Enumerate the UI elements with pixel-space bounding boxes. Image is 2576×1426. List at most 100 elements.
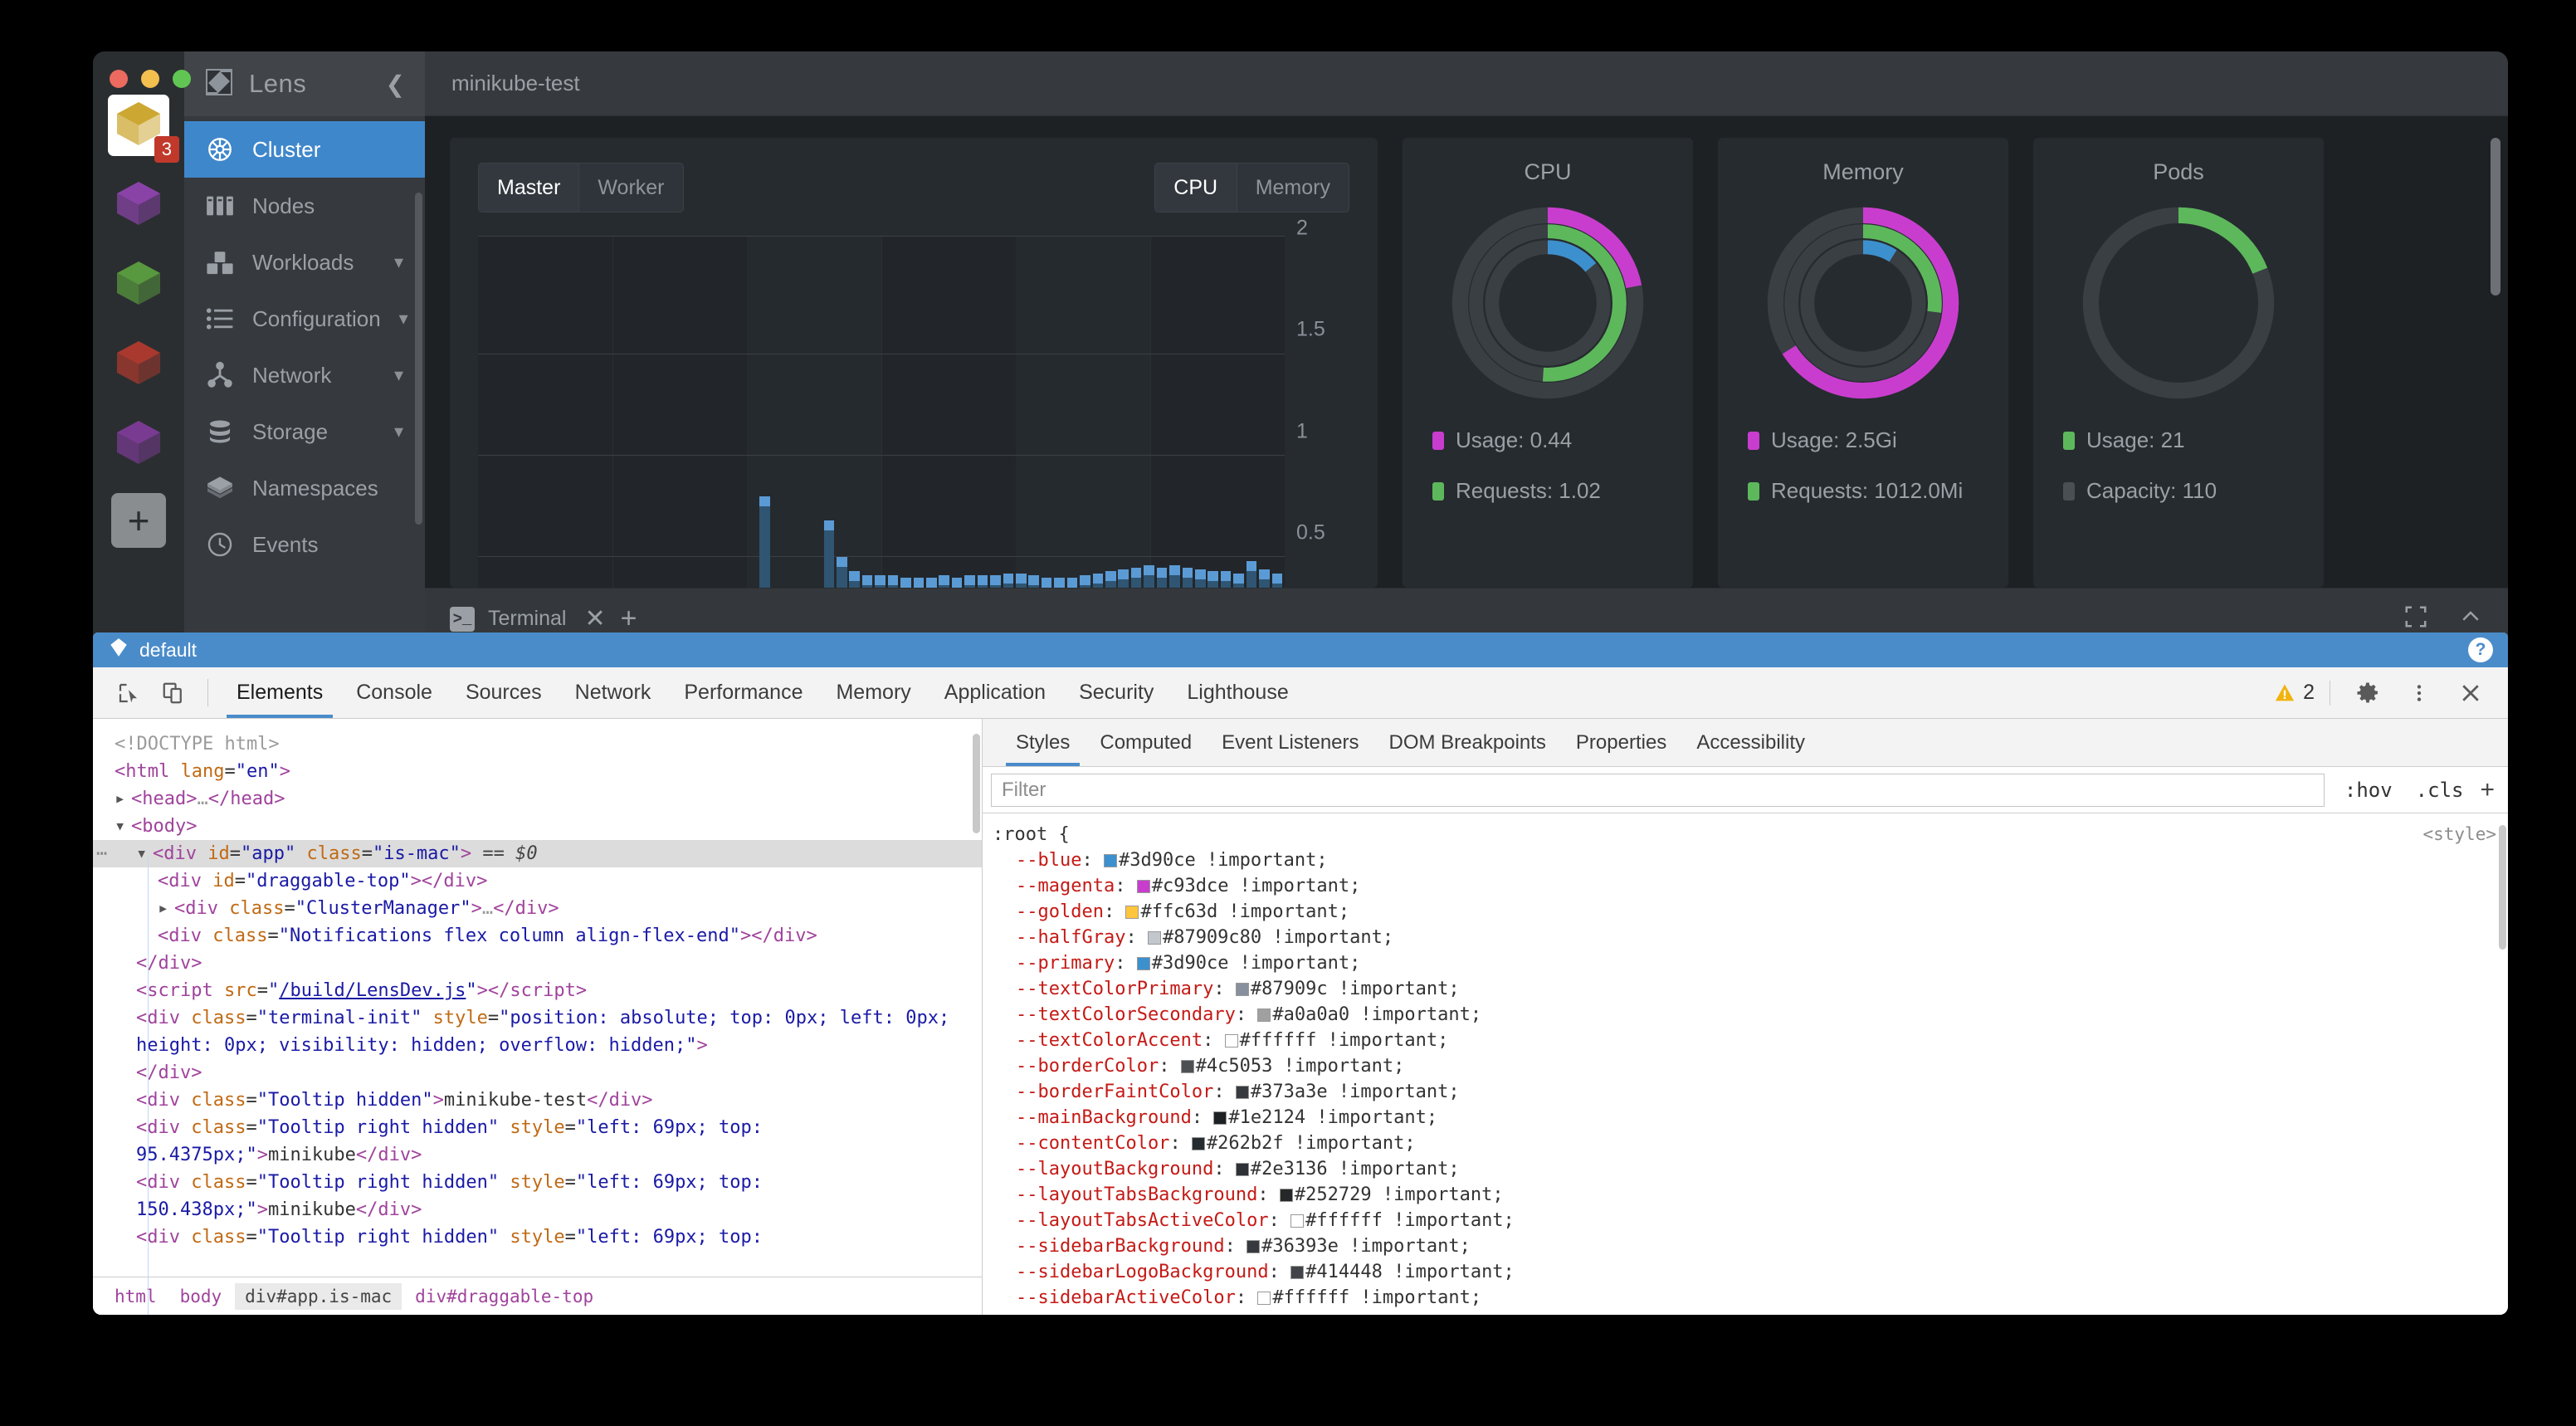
dom-tree-node[interactable]: <html lang="en"> xyxy=(115,761,290,782)
node-role-master-button[interactable]: Master xyxy=(478,163,580,212)
color-swatch[interactable] xyxy=(1224,1034,1238,1048)
css-declaration[interactable]: --sidebarLogoBackground: #414448 !import… xyxy=(1016,1262,1515,1282)
css-declaration[interactable]: --layoutBackground: #2e3136 !important; xyxy=(1016,1159,1460,1179)
sidebar-item-workloads[interactable]: Workloads ▾ xyxy=(184,234,425,291)
devtools-tab-sources[interactable]: Sources xyxy=(465,681,542,704)
maximize-window-button[interactable] xyxy=(173,70,191,88)
css-declaration[interactable]: --layoutTabsBackground: #252729 !importa… xyxy=(1016,1184,1504,1205)
fullscreen-icon[interactable] xyxy=(2403,604,2428,633)
color-swatch[interactable] xyxy=(1247,1240,1261,1253)
window-traffic-lights[interactable] xyxy=(110,70,191,88)
metric-cpu-button[interactable]: CPU xyxy=(1154,163,1237,212)
dom-tree-node[interactable]: <div class="Tooltip right hidden" style=… xyxy=(136,1117,774,1165)
styles-scrollbar[interactable] xyxy=(2499,825,2506,950)
styles-tab-dom-breakpoints[interactable]: DOM Breakpoints xyxy=(1388,730,1546,754)
sidebar-item-events[interactable]: Events xyxy=(184,516,425,573)
color-swatch[interactable] xyxy=(1279,1189,1293,1202)
dom-tree-node[interactable]: ⋯ ▾ <div id="app" class="is-mac"> == $0 xyxy=(93,840,982,867)
sidebar-item-namespaces[interactable]: Namespaces xyxy=(184,460,425,516)
overview-scrollbar-thumb[interactable] xyxy=(2491,138,2500,295)
breadcrumb-item[interactable]: body xyxy=(179,1286,222,1306)
gear-icon[interactable] xyxy=(2345,681,2390,706)
breadcrumb-item[interactable]: div#draggable-top xyxy=(415,1286,594,1306)
chevron-up-icon[interactable] xyxy=(2458,604,2483,633)
styles-tab-accessibility[interactable]: Accessibility xyxy=(1696,730,1806,754)
style-origin-link[interactable]: <style> xyxy=(2422,824,2496,844)
dom-tree-node[interactable]: ▸ <div class="ClusterManager">…</div> xyxy=(158,898,559,919)
css-declarations-area[interactable]: <style> :root { --blue: #3d90ce !importan… xyxy=(983,813,2508,1315)
dom-tree-node[interactable]: <script src="/build/LensDev.js"></script… xyxy=(136,980,588,1001)
sidebar-scrollbar[interactable] xyxy=(415,193,422,525)
devtools-tab-console[interactable]: Console xyxy=(356,681,432,704)
styles-tab-properties[interactable]: Properties xyxy=(1575,730,1667,754)
dom-tree-node[interactable]: <div class="Tooltip right hidden" style=… xyxy=(136,1227,764,1248)
css-declaration[interactable]: --mainBackground: #1e2124 !important; xyxy=(1016,1107,1438,1128)
sidebar-item-nodes[interactable]: Nodes xyxy=(184,178,425,234)
color-swatch[interactable] xyxy=(1147,931,1161,945)
color-swatch[interactable] xyxy=(1136,880,1150,893)
chevron-down-icon[interactable]: ▾ xyxy=(393,421,403,442)
dom-tree-node[interactable]: <div class="Notifications flex column al… xyxy=(158,925,817,946)
css-declaration[interactable]: --borderFaintColor: #373a3e !important; xyxy=(1016,1082,1460,1102)
sidebar-item-storage[interactable]: Storage ▾ xyxy=(184,403,425,460)
css-selector[interactable]: :root { xyxy=(993,824,1070,845)
help-icon[interactable]: ? xyxy=(2468,637,2493,662)
dom-tree-node[interactable]: ▸ <head>…</head> xyxy=(115,789,285,809)
color-swatch[interactable] xyxy=(1257,1292,1271,1305)
color-swatch[interactable] xyxy=(1103,854,1117,867)
color-swatch[interactable] xyxy=(1125,906,1139,919)
metric-memory-button[interactable]: Memory xyxy=(1237,163,1349,212)
css-declaration[interactable]: --layoutTabsActiveColor: #ffffff !import… xyxy=(1016,1210,1515,1231)
cls-toggle-button[interactable]: .cls xyxy=(2415,778,2464,802)
color-swatch[interactable] xyxy=(1213,1111,1227,1125)
node-role-worker-button[interactable]: Worker xyxy=(579,163,684,212)
minimize-window-button[interactable] xyxy=(141,70,159,88)
css-declaration[interactable]: --contentColor: #262b2f !important; xyxy=(1016,1133,1416,1154)
color-swatch[interactable] xyxy=(1290,1266,1305,1279)
css-declaration[interactable]: --golden: #ffc63d !important; xyxy=(1016,901,1350,922)
warning-indicator[interactable]: 2 xyxy=(2273,681,2315,705)
color-swatch[interactable] xyxy=(1235,1163,1249,1176)
cluster-tile-4[interactable] xyxy=(108,334,169,395)
css-declaration[interactable]: --magenta: #c93dce !important; xyxy=(1016,876,1361,896)
styles-tab-styles[interactable]: Styles xyxy=(1001,719,1085,766)
inspect-element-icon[interactable] xyxy=(106,667,151,718)
add-cluster-button[interactable]: + xyxy=(111,493,166,548)
styles-tab-computed[interactable]: Computed xyxy=(1100,730,1193,754)
css-declaration[interactable]: --primary: #3d90ce !important; xyxy=(1016,953,1361,974)
dom-tree-node[interactable]: <div class="Tooltip hidden">minikube-tes… xyxy=(136,1090,653,1111)
overview-scrollbar[interactable] xyxy=(2491,138,2500,486)
dom-tree-scrollbar[interactable] xyxy=(973,734,980,833)
css-declaration[interactable]: --blue: #3d90ce !important; xyxy=(1016,850,1328,871)
color-swatch[interactable] xyxy=(1257,1008,1271,1022)
terminal-tab[interactable]: >_ Terminal ✕ xyxy=(450,604,606,633)
dom-tree-node[interactable]: <!DOCTYPE html> xyxy=(115,734,280,755)
color-swatch[interactable] xyxy=(1136,957,1150,970)
dom-tree[interactable]: <!DOCTYPE html> <html lang="en"> ▸ <head>…<… xyxy=(93,719,982,1315)
sidebar-item-network[interactable]: Network ▾ xyxy=(184,347,425,403)
color-swatch[interactable] xyxy=(1235,1086,1249,1099)
sidebar-item-cluster[interactable]: Cluster xyxy=(184,121,425,178)
chevron-down-icon[interactable]: ▾ xyxy=(398,308,408,329)
cluster-tile-2[interactable] xyxy=(108,174,169,236)
chevron-left-icon[interactable]: ❮ xyxy=(385,71,405,97)
color-swatch[interactable] xyxy=(1191,1137,1205,1150)
devtools-tab-network[interactable]: Network xyxy=(574,681,651,704)
kebab-menu-icon[interactable] xyxy=(2397,681,2442,706)
dom-tree-node[interactable]: <div class="Tooltip right hidden" style=… xyxy=(136,1172,774,1220)
hov-toggle-button[interactable]: :hov xyxy=(2344,778,2393,802)
devtools-tab-memory[interactable]: Memory xyxy=(836,681,911,704)
css-declaration[interactable]: --textColorAccent: #ffffff !important; xyxy=(1016,1030,1449,1051)
css-declaration[interactable]: --textColorPrimary: #87909c !important; xyxy=(1016,979,1460,999)
css-declaration[interactable]: --sidebarActiveColor: #ffffff !important… xyxy=(1016,1287,1482,1308)
chevron-down-icon[interactable]: ▾ xyxy=(393,252,403,272)
filter-input[interactable] xyxy=(991,773,2325,807)
plus-icon[interactable]: + xyxy=(620,603,637,634)
breadcrumb-item[interactable]: div#app.is-mac xyxy=(235,1282,402,1310)
close-icon[interactable]: ✕ xyxy=(584,605,606,632)
dom-tree-node[interactable]: <div class="terminal-init" style="positi… xyxy=(136,1008,961,1056)
styles-tab-event-listeners[interactable]: Event Listeners xyxy=(1222,730,1359,754)
dom-tree-node[interactable]: ▾ <body> xyxy=(115,816,198,837)
cluster-tile-3[interactable] xyxy=(108,254,169,315)
dom-tree-node[interactable]: </div> xyxy=(136,953,202,974)
